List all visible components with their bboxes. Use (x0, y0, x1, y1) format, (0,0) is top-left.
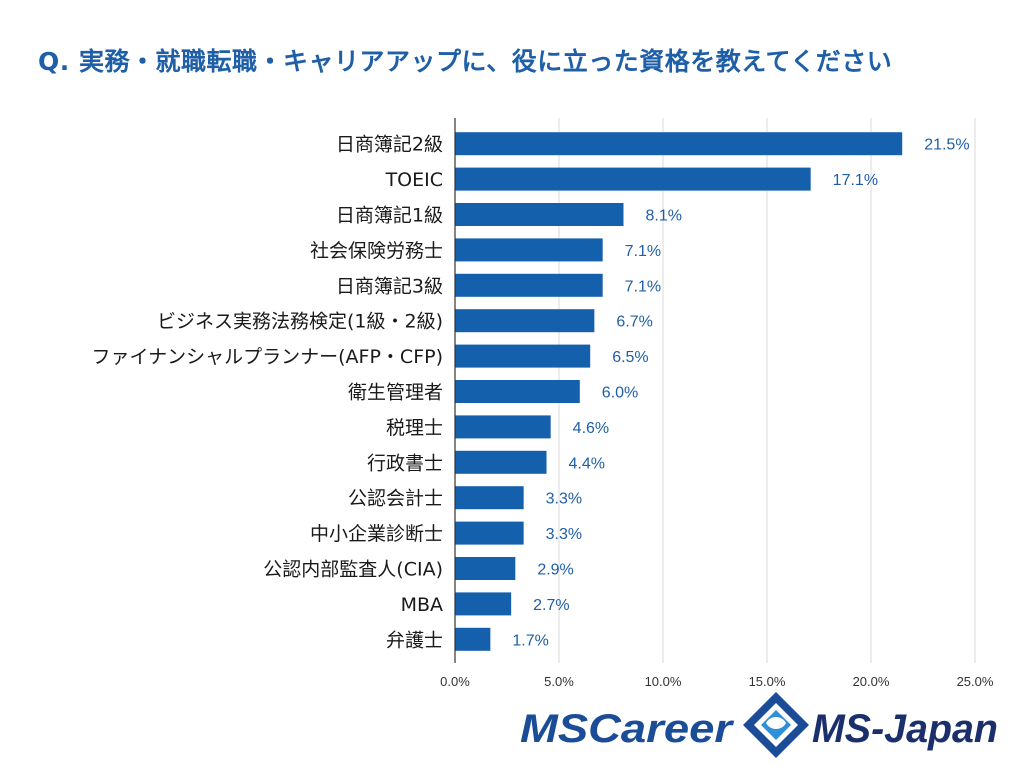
bar (455, 557, 516, 580)
value-label: 17.1% (833, 172, 878, 189)
category-label: 公認内部監査人(CIA) (263, 559, 443, 581)
bar (455, 238, 603, 262)
value-label: 8.1% (645, 208, 681, 225)
mscareer-logo-text: MSCareer (520, 707, 735, 751)
value-label: 6.7% (616, 314, 652, 331)
value-label: 4.4% (569, 455, 605, 472)
ms-japan-logo-text: MS-Japan (812, 707, 998, 751)
value-label: 1.7% (512, 632, 548, 649)
mscareer-logo: MSCareer (520, 707, 735, 751)
x-tick-label: 20.0% (853, 674, 890, 689)
ms-japan-logo: MS-Japan (743, 692, 998, 758)
bar (455, 344, 591, 368)
value-label: 6.5% (612, 349, 648, 366)
category-label: 日商簿記3級 (336, 275, 443, 297)
value-label: 2.9% (537, 562, 573, 579)
bar (455, 132, 903, 156)
ms-japan-emblem-icon (743, 692, 809, 758)
category-label: 日商簿記1級 (336, 205, 443, 227)
value-label: 3.3% (546, 526, 582, 543)
bar (455, 521, 524, 545)
bar (455, 309, 595, 333)
category-label: TOEIC (385, 169, 443, 191)
bar (455, 167, 811, 191)
value-label: 6.0% (602, 385, 638, 402)
value-labels: 21.5% 17.1% 8.1% 7.1% 7.1% 6.7% 6.5% 6.0% 4.6% 4.… (512, 137, 969, 650)
category-label: ビジネス実務法務検定(1級・2級) (157, 311, 443, 333)
value-label: 21.5% (924, 137, 969, 154)
bar (455, 450, 547, 474)
x-tick-label: 5.0% (544, 674, 574, 689)
bar (455, 203, 624, 226)
value-label: 2.7% (533, 597, 569, 614)
category-labels: 日商簿記2級 TOEIC 日商簿記1級社会保険労務士日商簿記3級ビジネス実務法務検定… (92, 134, 443, 652)
page-title: Q. 実務・就職転職・キャリアアップに、役に立った資格を教えてください (38, 47, 893, 76)
value-label: 4.6% (573, 420, 609, 437)
bar (455, 627, 491, 651)
category-label: ファイナンシャルプランナー(AFP・CFP) (92, 346, 443, 368)
bar (455, 273, 603, 297)
category-label: MBA (401, 594, 443, 616)
bar (455, 592, 512, 616)
category-label: 税理士 (386, 417, 443, 439)
category-label: 衛生管理者 (348, 382, 443, 404)
bar (455, 486, 524, 510)
category-label: 行政書士 (367, 452, 443, 474)
category-label: 日商簿記2級 (336, 134, 443, 156)
category-label: 公認会計士 (348, 488, 443, 510)
value-label: 3.3% (546, 491, 582, 508)
bars (455, 132, 903, 651)
x-tick-label: 15.0% (749, 674, 786, 689)
value-label: 7.1% (625, 243, 661, 260)
value-label: 7.1% (625, 278, 661, 295)
category-label: 弁護士 (386, 629, 443, 651)
x-tick-label: 10.0% (645, 674, 682, 689)
x-tick-label: 25.0% (957, 674, 994, 689)
x-tick-label: 0.0% (440, 674, 470, 689)
bar (455, 415, 551, 439)
bar (455, 380, 580, 403)
category-label: 中小企業診断士 (310, 523, 443, 545)
category-label: 社会保険労務士 (310, 240, 443, 262)
x-axis-tick-labels: 0.0% 5.0% 10.0% 15.0% 20.0% 25.0% (440, 674, 994, 689)
